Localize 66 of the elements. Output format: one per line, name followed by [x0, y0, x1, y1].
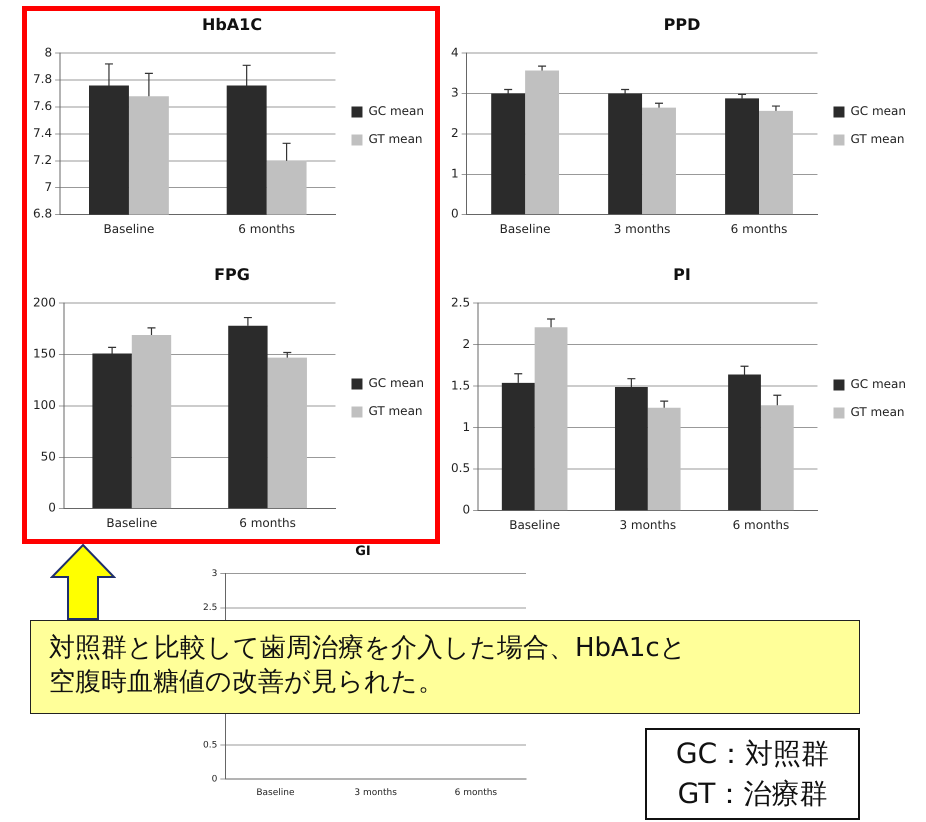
y-tick-label: 150 — [33, 346, 56, 361]
legend-label: GC mean — [850, 104, 906, 118]
legend-label: GC mean — [850, 377, 906, 392]
text: GC：対照群 — [674, 736, 830, 772]
y-tick-label: 0.5 — [202, 740, 218, 750]
x-tick-label: 6 months — [238, 222, 295, 236]
chart-title: PI — [673, 264, 691, 284]
legend-label: GT mean — [850, 405, 905, 420]
x-tick-label: Baseline — [103, 222, 154, 236]
x-tick-label: Baseline — [509, 518, 560, 532]
chart-title: GI — [355, 544, 371, 560]
legend-label: GC mean — [368, 376, 424, 390]
y-tick-label: 0.5 — [450, 461, 470, 476]
y-tick-label: 2 — [462, 336, 470, 351]
bar — [648, 408, 681, 510]
x-tick-label: 3 months — [354, 788, 398, 798]
y-tick-label: 50 — [40, 449, 56, 464]
annotation: 対照群と比較して歯周治療を介入した場合、HbA1cと — [49, 632, 688, 665]
y-tick-label: 3 — [212, 568, 218, 579]
chart-title: PPD — [664, 14, 700, 34]
y-tick-label: 100 — [33, 398, 56, 412]
y-tick-label: 200 — [33, 295, 56, 310]
bar — [642, 108, 676, 214]
legend-label: GT mean — [850, 132, 905, 146]
y-tick-label: 0 — [212, 774, 218, 785]
chart-title: HbA1C — [202, 14, 262, 34]
annotation: 空腹時血糖値の改善が見られた。 — [49, 666, 445, 699]
y-tick-label: 4 — [450, 45, 459, 60]
chart-title: FPG — [214, 264, 250, 284]
x-tick-label: 3 months — [619, 518, 676, 532]
legend-label: GT mean — [368, 132, 423, 146]
bar — [525, 70, 560, 214]
x-tick-label: Baseline — [106, 516, 158, 530]
y-tick-label: 2.5 — [450, 295, 470, 310]
x-tick-label: 6 months — [454, 788, 498, 798]
y-tick-label: 7.8 — [32, 72, 52, 86]
legend-label: GT mean — [368, 404, 423, 418]
x-tick-label: 3 months — [614, 222, 670, 236]
x-tick-label: 6 months — [730, 222, 788, 236]
bar — [132, 335, 172, 508]
y-tick-label: 7.4 — [32, 126, 52, 140]
bar — [759, 110, 793, 214]
text: GT：治療群 — [676, 776, 828, 812]
y-tick-label: 2.5 — [202, 603, 218, 614]
y-tick-label: 1 — [450, 166, 459, 180]
y-tick-label: 6.8 — [32, 206, 52, 221]
bar — [268, 358, 307, 508]
y-tick-label: 1.5 — [450, 378, 470, 392]
y-tick-label: 3 — [450, 86, 459, 100]
x-tick-label: Baseline — [256, 788, 295, 798]
y-tick-label: 0 — [48, 500, 56, 515]
bar — [725, 98, 760, 214]
y-tick-label: 0 — [462, 502, 470, 517]
y-tick-label: 2 — [450, 126, 459, 140]
y-tick-label: 1 — [462, 420, 470, 434]
bar — [534, 327, 568, 510]
legend-label: GC mean — [368, 104, 424, 118]
y-tick-label: 7 — [44, 180, 52, 194]
y-tick-label: 0 — [450, 206, 459, 221]
x-tick-label: 6 months — [239, 516, 296, 530]
x-tick-label: Baseline — [500, 222, 551, 236]
bar — [760, 405, 794, 510]
y-tick-label: 7.2 — [32, 152, 52, 167]
y-tick-label: 7.6 — [32, 99, 52, 114]
x-tick-label: 6 months — [732, 518, 790, 532]
y-tick-label: 8 — [44, 45, 52, 60]
